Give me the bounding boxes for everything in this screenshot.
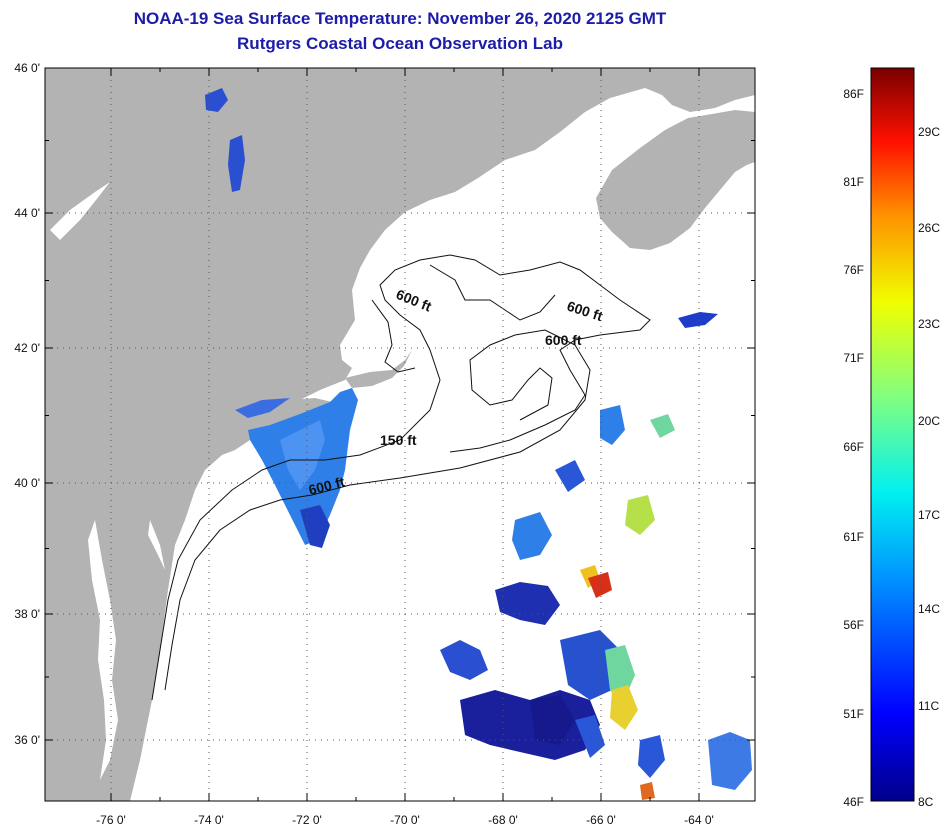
lon-tick-label: -74 0': [194, 813, 224, 827]
latitude-axis: 46 0' 44 0' 42 0' 40 0' 38 0' 36 0': [14, 61, 40, 747]
colorbar-f-label: 61F: [843, 530, 864, 544]
long-island-land: [236, 398, 332, 428]
lon-tick-label: -72 0': [292, 813, 322, 827]
lon-tick-label: -76 0': [96, 813, 126, 827]
delaware-bay: [148, 520, 165, 570]
lat-tick-label: 42 0': [14, 341, 40, 355]
cape-breton-land: [715, 128, 755, 168]
colorbar-c-label: 8C: [918, 795, 934, 809]
colorbar-c-label: 26C: [918, 221, 940, 235]
colorbar-f-label: 86F: [843, 87, 864, 101]
colorbar-f-label: 76F: [843, 263, 864, 277]
bathymetry-contours: [151, 254, 651, 701]
lat-tick-label: 44 0': [14, 206, 40, 220]
map-subtitle: Rutgers Coastal Ocean Observation Lab: [237, 34, 563, 53]
colorbar-gradient: [870, 67, 915, 802]
sst-coverage: [205, 88, 752, 800]
lon-tick-label: -68 0': [488, 813, 518, 827]
colorbar-c-label: 11C: [918, 699, 939, 713]
colorbar-f-label: 66F: [843, 440, 864, 454]
longitude-axis: -76 0' -74 0' -72 0' -70 0' -68 0' -66 0…: [96, 813, 714, 827]
lat-tick-label: 38 0': [14, 607, 40, 621]
colorbar-f-label: 46F: [843, 795, 864, 809]
contour-label: 600 ft: [545, 332, 582, 348]
colorbar: 86F 81F 76F 71F 66F 61F 56F 51F 46F 29C …: [843, 67, 940, 809]
contour-label: 150 ft: [380, 432, 417, 448]
colorbar-f-label: 51F: [843, 707, 864, 721]
lat-tick-label: 46 0': [14, 61, 40, 75]
colorbar-f-label: 71F: [843, 351, 864, 365]
colorbar-c-label: 17C: [918, 508, 940, 522]
colorbar-c-label: 29C: [918, 125, 940, 139]
colorbar-f-label: 56F: [843, 618, 864, 632]
cape-cod-land: [345, 350, 412, 388]
mainland-land: [45, 68, 755, 801]
lat-tick-label: 36 0': [14, 733, 40, 747]
map-title: NOAA-19 Sea Surface Temperature: Novembe…: [133, 9, 667, 28]
graticule: [45, 68, 755, 801]
nova-scotia-land: [596, 110, 755, 250]
chesapeake-bay: [88, 520, 118, 780]
bay-lake: [50, 182, 110, 240]
map-frame: [44, 67, 756, 802]
colorbar-f-label: 81F: [843, 175, 864, 189]
colorbar-c-label: 23C: [918, 317, 940, 331]
colorbar-c-label: 14C: [918, 602, 940, 616]
lat-tick-label: 40 0': [14, 476, 40, 490]
lon-tick-label: -70 0': [390, 813, 420, 827]
colorbar-c-label: 20C: [918, 414, 940, 428]
lon-tick-label: -66 0': [586, 813, 616, 827]
lon-tick-label: -64 0': [684, 813, 714, 827]
